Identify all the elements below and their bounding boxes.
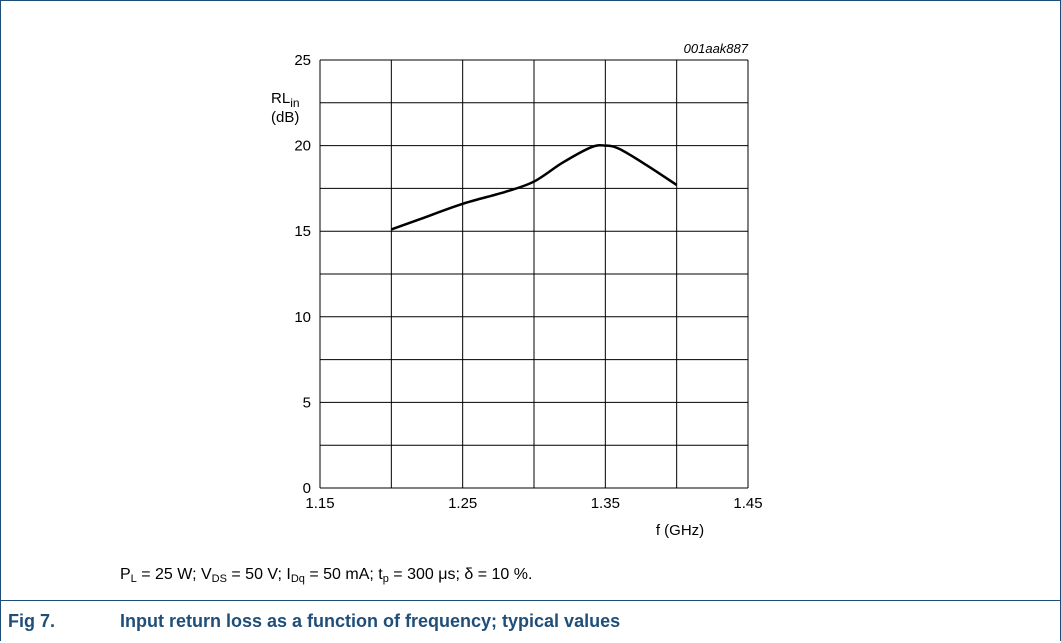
cond-delta: δ = 10 %. — [464, 566, 533, 583]
x-tick-label: 1.25 — [448, 495, 477, 512]
cond-p-sub: L — [130, 573, 137, 585]
y-tick-label: 10 — [294, 309, 311, 326]
tick-labels: 1.15 1.25 1.35 1.45 0 5 10 15 20 25 — [294, 52, 762, 512]
y-axis-label: RLin — [271, 90, 300, 110]
y-tick-label: 5 — [303, 394, 311, 411]
y-tick-label: 20 — [294, 138, 311, 155]
x-tick-label: 1.45 — [733, 495, 762, 512]
cond-t: t — [378, 566, 383, 583]
figure-number: Fig 7. — [8, 611, 56, 631]
return-loss-chart: 1.15 1.25 1.35 1.45 0 5 10 15 20 25 001aak887 RLi… — [271, 41, 763, 539]
test-conditions: PL = 25 W; VDS = 50 V; IDq = 50 mA; tp =… — [120, 566, 532, 585]
cond-i: I — [286, 566, 291, 583]
chart-grid — [319, 59, 749, 489]
cond-t-sub: p — [382, 573, 389, 585]
cond-i-sub: Dq — [290, 573, 305, 585]
x-axis-label: f (GHz) — [656, 522, 704, 539]
y-axis-label-sub: in — [290, 96, 299, 110]
x-tick-label: 1.15 — [305, 495, 334, 512]
cond-p-val: = 25 W; — [136, 566, 201, 583]
y-tick-label: 0 — [303, 480, 311, 497]
cond-v: V — [200, 566, 212, 583]
figure-id: 001aak887 — [684, 41, 749, 56]
y-axis-unit: (dB) — [271, 109, 299, 126]
cond-p: P — [120, 566, 131, 583]
cond-v-val: = 50 V; — [226, 566, 287, 583]
y-axis-label-main: RL — [271, 90, 290, 107]
cond-t-val: = 300 μs; — [388, 566, 465, 583]
cond-i-val: = 50 mA; — [304, 566, 379, 583]
figure-caption: Fig 7. Input return loss as a function o… — [0, 600, 1061, 643]
cond-v-sub: DS — [211, 573, 227, 585]
y-tick-label: 15 — [294, 223, 311, 240]
figure-title: Input return loss as a function of frequ… — [120, 611, 621, 631]
y-tick-label: 25 — [294, 52, 311, 69]
series-line-rl — [390, 144, 678, 231]
x-tick-label: 1.35 — [591, 495, 620, 512]
